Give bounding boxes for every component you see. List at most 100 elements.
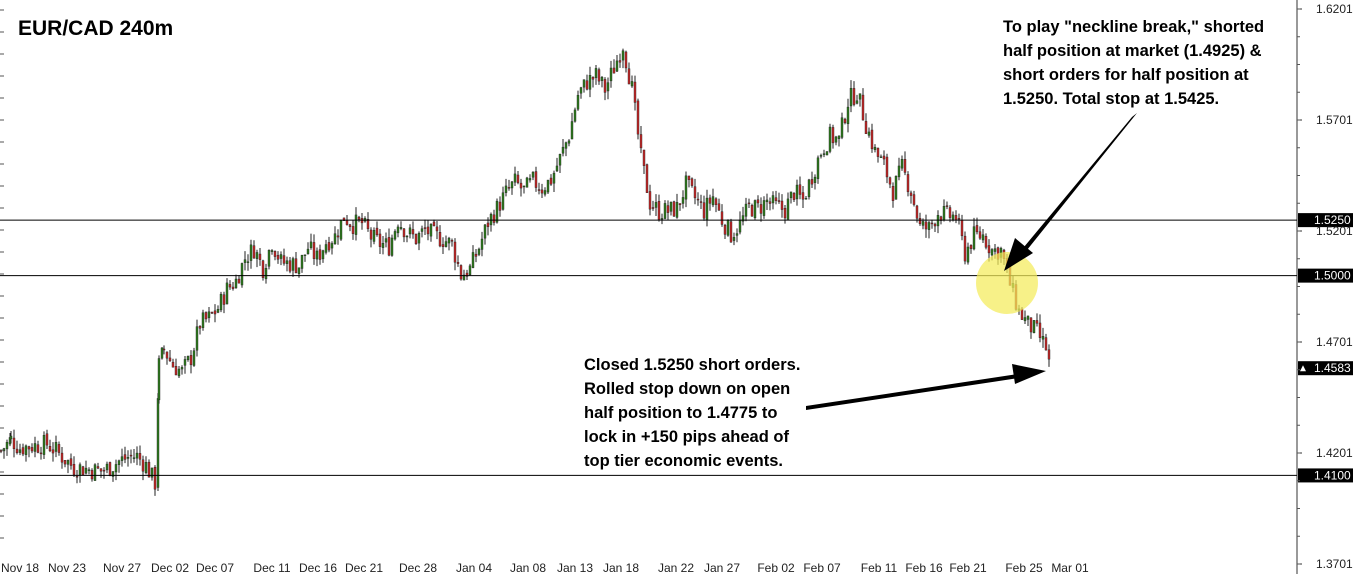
candle — [160, 347, 164, 360]
candle-body — [645, 164, 649, 193]
candle — [294, 252, 298, 274]
candle — [510, 180, 514, 195]
candle — [597, 67, 601, 85]
candle-body — [468, 265, 472, 275]
candle-body — [540, 189, 544, 194]
candle — [831, 124, 835, 149]
candle-body — [123, 454, 127, 460]
candle-body — [198, 326, 202, 329]
candle-body — [240, 263, 244, 286]
candle-body — [792, 192, 796, 200]
candle-body — [885, 156, 889, 178]
candle-body — [837, 135, 841, 139]
candle-body — [57, 444, 61, 453]
candle-body — [663, 203, 667, 219]
x-tick-label: Dec 07 — [196, 561, 234, 574]
candle-body — [582, 79, 586, 88]
candle-body — [351, 226, 355, 234]
candle-body — [558, 153, 562, 166]
candle — [456, 255, 460, 267]
candle-body — [294, 258, 298, 274]
candle — [840, 112, 844, 140]
candle — [222, 291, 226, 314]
candle — [72, 456, 76, 478]
candle-body — [384, 238, 388, 243]
candle-body — [603, 79, 607, 93]
candle — [114, 459, 118, 481]
candle — [117, 459, 121, 473]
candle — [579, 86, 583, 99]
candle-body — [588, 75, 592, 90]
candle-body — [681, 197, 685, 204]
candle-body — [117, 460, 121, 465]
candle-body — [348, 224, 352, 227]
candle-body — [942, 206, 946, 220]
candle-body — [624, 51, 628, 69]
candle — [687, 175, 691, 188]
candle — [261, 259, 265, 281]
candle-body — [717, 203, 721, 211]
candle-body — [231, 286, 235, 289]
candle — [15, 440, 19, 455]
x-tick-label: Jan 04 — [456, 561, 492, 574]
candle-body — [711, 196, 715, 206]
candle — [678, 203, 682, 211]
level-label: 1.5000 — [1314, 269, 1351, 283]
candle — [603, 77, 607, 101]
candle — [513, 166, 517, 187]
current-price-box — [1298, 361, 1353, 376]
candle — [390, 234, 394, 257]
candle-body — [153, 467, 157, 490]
candle-body — [957, 218, 961, 220]
candle — [501, 186, 505, 211]
candle-body — [966, 246, 970, 263]
candle — [735, 228, 739, 243]
candle — [153, 465, 157, 496]
candle-body — [669, 201, 673, 212]
candle — [69, 453, 73, 470]
candle-body — [381, 243, 385, 248]
candle — [756, 195, 760, 208]
candle-body — [333, 233, 337, 245]
candle-body — [429, 223, 433, 237]
candle-body — [1026, 315, 1030, 320]
candle-body — [759, 204, 763, 214]
candle — [927, 221, 931, 239]
candle — [66, 459, 70, 474]
candle-body — [51, 449, 55, 454]
candle — [12, 429, 16, 458]
candle — [246, 254, 250, 271]
x-tick-label: Jan 18 — [603, 561, 639, 574]
candle-body — [447, 237, 451, 244]
candle — [105, 461, 109, 474]
candle-body — [858, 93, 862, 100]
candle-body — [918, 218, 922, 224]
candle — [585, 74, 589, 91]
candle — [894, 175, 898, 200]
candle — [714, 197, 718, 213]
candle — [762, 196, 766, 219]
candle-body — [798, 184, 802, 195]
candle — [210, 311, 214, 314]
candle-body — [864, 121, 868, 135]
candle-body — [972, 226, 976, 250]
candle — [471, 245, 475, 269]
candle-body — [291, 258, 295, 271]
candle-body — [27, 446, 31, 450]
candle-body — [981, 234, 985, 241]
candle-body — [12, 437, 16, 450]
breakout-highlight — [976, 252, 1038, 314]
candle-body — [261, 260, 265, 278]
candle-body — [462, 274, 466, 281]
candle — [216, 305, 220, 314]
candle-body — [99, 468, 103, 472]
candle — [348, 223, 352, 232]
candle — [879, 154, 883, 159]
x-tick-label: Feb 07 — [803, 561, 841, 574]
candle — [765, 193, 769, 211]
candle-body — [150, 467, 154, 478]
candle — [792, 192, 796, 203]
candle — [279, 251, 283, 266]
candle-body — [552, 172, 556, 184]
candle-body — [465, 272, 469, 277]
